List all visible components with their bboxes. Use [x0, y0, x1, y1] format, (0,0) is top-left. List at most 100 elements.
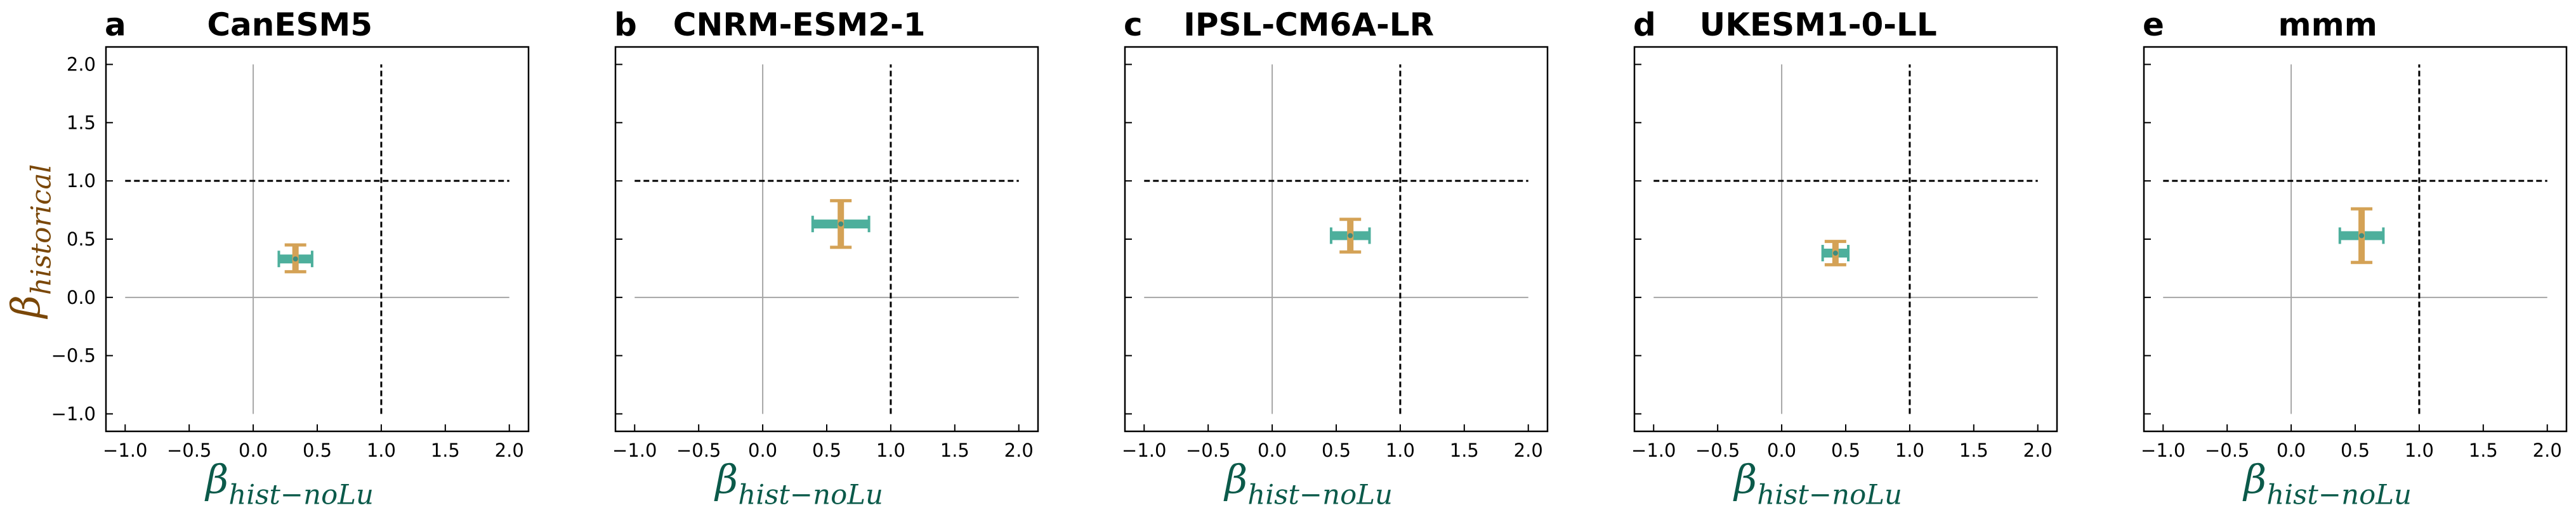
x-tick-label: 0.0 [239, 440, 268, 461]
y-tick: 1.5 [67, 112, 113, 133]
x-axis-label: βhist−noLu [1223, 456, 1393, 510]
y-tick-label: −0.5 [51, 345, 96, 367]
x-tick: 2.0 [2023, 424, 2053, 461]
panel-letter: c [1124, 6, 1143, 43]
data-point [2359, 233, 2365, 239]
x-tick-label: 0.5 [303, 440, 332, 461]
y-tick-label: 0.0 [67, 287, 96, 308]
y-tick: −0.5 [51, 345, 113, 367]
x-tick: 0.5 [812, 424, 841, 461]
data-point [1348, 233, 1353, 239]
y-tick-label: 2.0 [67, 54, 96, 75]
x-tick: 0.0 [748, 424, 777, 461]
x-tick-label: 1.5 [940, 440, 969, 461]
x-tick-label: −1.0 [1631, 440, 1676, 461]
panel-e: −1.0 −0.5 0.0 0.5 1.0 1.5 2.0 e mmm βhist−noLu [2141, 6, 2568, 510]
x-tick: 2.0 [1004, 424, 1034, 461]
panel-title: CanESM5 [207, 6, 372, 43]
axes-frame [614, 46, 1039, 433]
x-tick-label: 1.0 [367, 440, 396, 461]
y-tick-label: 0.5 [67, 228, 96, 250]
x-tick-label: 2.0 [1514, 440, 1543, 461]
x-tick: −0.5 [676, 424, 721, 461]
x-tick-label: −1.0 [1122, 440, 1166, 461]
y-tick-label: 1.0 [67, 170, 96, 192]
x-tick-label: −0.5 [1186, 440, 1230, 461]
x-tick: 1.5 [2469, 424, 2498, 461]
panel-title: mmm [2278, 6, 2377, 43]
x-tick-label: 1.0 [1386, 440, 1415, 461]
x-tick: −1.0 [1631, 424, 1676, 461]
x-tick-label: −1.0 [2141, 440, 2185, 461]
panel-c: −1.0 −0.5 0.0 0.5 1.0 1.5 2.0 c IPSL-CM6A-LR βhis… [1122, 6, 1549, 510]
x-tick-label: 0.5 [812, 440, 841, 461]
y-tick-label: 1.5 [67, 112, 96, 133]
x-tick: 2.0 [2533, 424, 2562, 461]
x-tick-label: 1.0 [1895, 440, 1924, 461]
x-axis-label: βhist−noLu [204, 456, 374, 510]
x-tick-label: 0.0 [2277, 440, 2306, 461]
y-tick: −1.0 [51, 403, 113, 424]
x-tick: −0.5 [2205, 424, 2249, 461]
x-tick-label: 1.5 [1959, 440, 1988, 461]
panel-title: CNRM-ESM2-1 [673, 6, 926, 43]
x-tick-label: 2.0 [1004, 440, 1034, 461]
x-tick-label: 2.0 [495, 440, 524, 461]
x-tick: 0.5 [303, 424, 332, 461]
data-point [1832, 251, 1838, 256]
x-tick: 1.0 [1386, 424, 1415, 461]
x-tick-label: −0.5 [2205, 440, 2249, 461]
y-tick: 0.5 [67, 228, 113, 250]
x-tick-label: 0.5 [2341, 440, 2370, 461]
y-axis-label: βhistorical [3, 164, 57, 319]
x-tick: 0.0 [239, 424, 268, 461]
x-tick: 1.0 [367, 424, 396, 461]
x-tick-label: 1.5 [2469, 440, 2498, 461]
panel-letter: e [2143, 6, 2164, 43]
x-tick-label: 1.5 [1450, 440, 1479, 461]
y-tick: 1.0 [67, 170, 113, 192]
x-tick-label: 1.0 [876, 440, 905, 461]
y-tick: 2.0 [67, 54, 113, 75]
x-axis-label: βhist−noLu [1733, 456, 1902, 510]
x-tick: 1.0 [1895, 424, 1924, 461]
x-tick: 0.0 [2277, 424, 2306, 461]
x-tick: −1.0 [1122, 424, 1166, 461]
x-tick-label: 0.0 [1767, 440, 1796, 461]
x-tick-label: 1.0 [2405, 440, 2434, 461]
axes-frame [1633, 46, 2058, 433]
x-tick-label: 0.0 [748, 440, 777, 461]
panel-title: UKESM1-0-LL [1700, 6, 1937, 43]
x-axis-label: βhist−noLu [714, 456, 883, 510]
panel-b: −1.0 −0.5 0.0 0.5 1.0 1.5 2.0 b CNRM-ESM2-1 βhist… [612, 6, 1039, 510]
panel-letter: d [1633, 6, 1656, 43]
x-tick: 1.5 [431, 424, 460, 461]
x-tick: 1.5 [1450, 424, 1479, 461]
y-tick: 0.0 [67, 287, 113, 308]
x-tick: 0.0 [1767, 424, 1796, 461]
data-point [838, 221, 844, 227]
x-tick: −1.0 [2141, 424, 2185, 461]
x-tick: 0.0 [1258, 424, 1287, 461]
x-tick-label: 0.5 [1831, 440, 1860, 461]
panel-a: −1.0 −0.5 0.0 0.5 1.0 1.5 2.0 −1.0 −0.5 0.0 0.5 1.0… [3, 6, 530, 510]
x-tick: 0.5 [1322, 424, 1351, 461]
x-tick-label: −0.5 [676, 440, 721, 461]
x-tick: 0.5 [2341, 424, 2370, 461]
x-tick: −0.5 [1186, 424, 1230, 461]
x-tick-label: 2.0 [2533, 440, 2562, 461]
x-tick: −1.0 [103, 424, 147, 461]
x-tick-label: 0.0 [1258, 440, 1287, 461]
x-tick-label: 1.5 [431, 440, 460, 461]
x-tick-label: 2.0 [2023, 440, 2053, 461]
x-tick: 1.0 [876, 424, 905, 461]
x-tick: −1.0 [612, 424, 657, 461]
data-point [292, 256, 298, 262]
x-axis-label: βhist−noLu [2242, 456, 2412, 510]
x-tick: 1.0 [2405, 424, 2434, 461]
x-tick: −0.5 [1695, 424, 1740, 461]
panel-letter: a [105, 6, 126, 43]
x-tick: 0.5 [1831, 424, 1860, 461]
panel-letter: b [614, 6, 637, 43]
